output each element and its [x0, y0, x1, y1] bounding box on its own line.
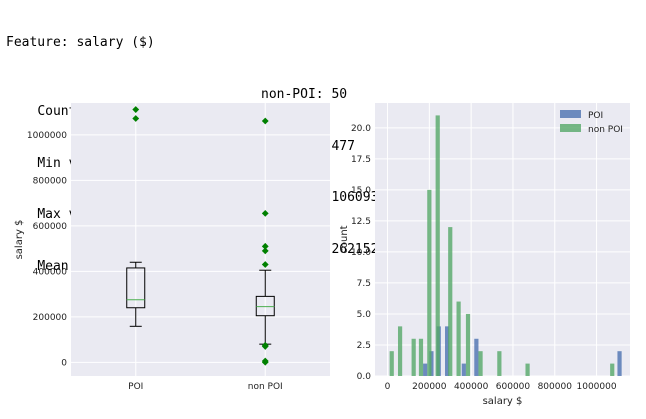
- histogram-bar: [497, 351, 502, 376]
- histogram-ytick-label: 20.0: [351, 124, 371, 134]
- histogram-bar: [525, 363, 530, 376]
- legend-label: POI: [588, 111, 603, 121]
- histogram-bar: [610, 363, 615, 376]
- box-flier: [261, 117, 269, 125]
- boxplot-ytick-label: 400000: [33, 267, 68, 277]
- histogram-bar: [448, 227, 453, 376]
- histogram-bar: [617, 351, 622, 376]
- histogram-bar: [445, 326, 450, 376]
- box-body: [126, 267, 146, 309]
- histogram-area: [375, 103, 630, 376]
- box-flier: [261, 247, 269, 255]
- legend-swatch: [560, 110, 581, 118]
- histogram-xtick-label: 600000: [496, 382, 531, 392]
- legend-label: non POI: [588, 125, 623, 135]
- histogram-ytick-label: 0.0: [357, 372, 372, 382]
- histogram-ytick-label: 15.0: [351, 186, 371, 196]
- histogram-ytick-label: 7.5: [357, 279, 371, 289]
- box-flier: [261, 261, 269, 268]
- boxplot-ytick-label: 600000: [33, 222, 68, 232]
- boxplot-ylabel: salary $: [14, 220, 25, 260]
- stats-row-nan-other: non-POI: 50: [261, 87, 348, 102]
- histogram-bar: [418, 338, 424, 376]
- histogram-xlabel: salary $: [483, 396, 523, 407]
- histogram-xtick-label: 200000: [412, 382, 447, 392]
- box-flier: [132, 106, 140, 113]
- boxplot-area: [71, 103, 330, 376]
- histogram-xtick-label: 400000: [454, 382, 489, 392]
- histogram-ytick-label: 10.0: [351, 248, 371, 258]
- histogram-bar: [427, 189, 432, 376]
- histogram-bar: [389, 351, 394, 376]
- box-flier: [132, 115, 140, 122]
- histogram-bar: [397, 326, 403, 376]
- boxplot-xtick-label: POI: [128, 382, 143, 392]
- box-flier: [261, 209, 269, 217]
- histogram-xtick-label: 0: [385, 382, 391, 392]
- histogram-ytick-label: 5.0: [357, 310, 372, 320]
- histogram-ytick-label: 12.5: [351, 217, 371, 227]
- histogram-ytick-label: 2.5: [357, 341, 371, 351]
- legend-swatch: [560, 124, 581, 132]
- histogram-ylabel: count: [339, 225, 350, 253]
- histogram-xtick-label: 800000: [538, 382, 573, 392]
- box-flier: [261, 357, 269, 365]
- histogram-bar: [461, 363, 466, 376]
- histogram-bar: [435, 115, 440, 376]
- histogram-bar: [423, 363, 428, 376]
- histogram-xtick-label: 1000000: [577, 382, 617, 392]
- box-flier: [261, 242, 269, 250]
- boxplot-ytick-label: 0: [61, 358, 67, 368]
- boxplot-ytick-label: 1000000: [27, 131, 67, 141]
- histogram-bar: [478, 351, 483, 376]
- histogram-bar: [456, 301, 461, 376]
- boxplot-ytick-label: 800000: [33, 176, 68, 186]
- histogram-ytick-label: 17.5: [351, 155, 371, 165]
- box-flier: [261, 341, 269, 349]
- boxplot-ytick-label: 200000: [33, 313, 68, 323]
- stats-title: Feature: salary ($): [6, 35, 155, 51]
- box-body: [255, 295, 275, 317]
- histogram-bar: [474, 338, 479, 376]
- boxplot-xtick-label: non POI: [248, 382, 283, 392]
- histogram-bar: [411, 338, 416, 376]
- histogram-bar: [465, 313, 471, 376]
